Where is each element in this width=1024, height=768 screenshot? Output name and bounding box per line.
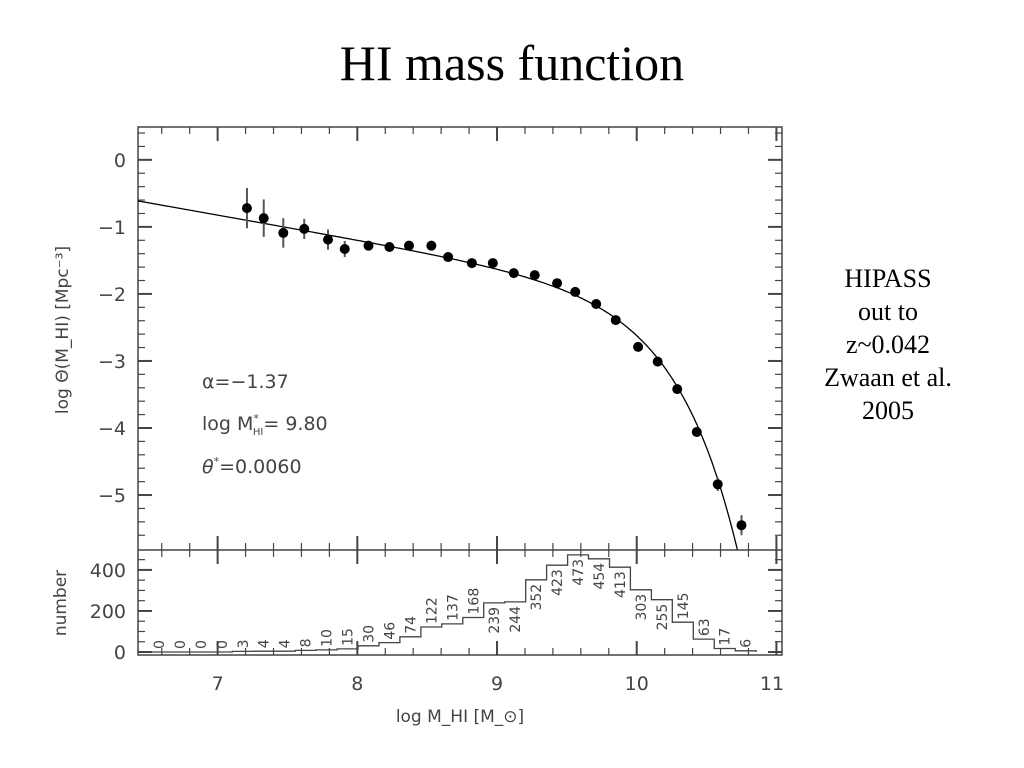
theta-symbol: θ <box>202 456 214 478</box>
plot-frame <box>137 126 783 656</box>
histogram-bin-label: 30 <box>362 625 378 643</box>
y-tick-label-lower: 0 <box>114 642 126 664</box>
histogram-bin-label: 423 <box>550 569 566 596</box>
data-point <box>736 520 747 531</box>
fit-alpha-label: α=−1.37 <box>202 371 289 393</box>
histogram-bin-label: 0 <box>173 640 189 649</box>
histogram-bin-label: 168 <box>466 588 482 615</box>
histogram-bin-label: 239 <box>487 607 503 634</box>
side-note-line: 2005 <box>862 396 914 425</box>
histogram-bin-label: 0 <box>152 640 168 649</box>
fit-curve-group <box>137 200 738 550</box>
data-point <box>299 223 310 234</box>
mstar-prefix: log M <box>202 413 253 435</box>
data-point <box>508 268 519 279</box>
histogram-bin-label: 454 <box>592 563 608 590</box>
y-tick-label-lower: 400 <box>90 560 126 582</box>
fit-mstar-label: log M* HI= 9.80 <box>202 412 328 438</box>
x-tick-label: 10 <box>625 673 649 695</box>
x-tick-label: 9 <box>491 673 503 695</box>
data-point <box>258 213 269 224</box>
data-point <box>404 240 415 251</box>
mstar-sup: * <box>253 412 259 425</box>
side-note-line: z~0.042 <box>845 330 931 359</box>
data-point <box>443 252 454 263</box>
y-tick-label: 0 <box>114 150 126 172</box>
histogram-bin-label: 4 <box>257 639 273 648</box>
histogram-bin-label: 74 <box>403 616 419 634</box>
histogram-bin-label: 10 <box>320 629 336 647</box>
histogram-bin-label: 3 <box>236 639 252 648</box>
histogram-bin-label: 137 <box>445 594 461 621</box>
mstar-sub: HI <box>253 427 263 438</box>
theta-sup: * <box>214 455 220 468</box>
y-axis-label-upper: log Θ(M_HI) [Mpc⁻³] <box>53 246 73 414</box>
histogram-bin-label: 255 <box>655 604 671 631</box>
histogram-bin-label: 413 <box>613 571 629 598</box>
data-point <box>591 298 602 309</box>
data-point <box>278 227 289 238</box>
histogram-bin-label: 145 <box>676 592 692 619</box>
data-point <box>712 479 723 490</box>
histogram-bin-label: 473 <box>571 559 587 586</box>
y-tick-label: −2 <box>98 284 126 306</box>
data-points-group <box>241 188 747 536</box>
histogram-bin-label: 15 <box>341 628 357 646</box>
data-point <box>487 258 498 269</box>
histogram-bin-label: 0 <box>215 640 231 649</box>
side-note-line: HIPASS <box>844 264 932 293</box>
side-note-line: Zwaan et al. <box>824 363 952 392</box>
data-point <box>363 240 374 251</box>
histogram-bin-label: 63 <box>697 618 713 636</box>
histogram-bin-label: 0 <box>194 640 210 649</box>
y-tick-label: −4 <box>98 418 126 440</box>
y-tick-label-lower: 200 <box>90 601 126 623</box>
histogram-steps <box>138 554 757 653</box>
side-note-line: out to <box>858 297 918 326</box>
x-tick-label: 11 <box>760 673 784 695</box>
histogram-bin-label: 122 <box>424 597 440 624</box>
data-point <box>426 240 437 251</box>
data-point <box>466 258 477 269</box>
y-tick-label: −5 <box>98 485 126 507</box>
histogram-bin-label: 352 <box>529 584 545 611</box>
histogram-bin-label: 6 <box>739 639 755 648</box>
histogram-bin-label: 4 <box>278 639 294 648</box>
slide-title: HI mass function <box>339 35 685 91</box>
schechter-fit-curve <box>137 200 738 550</box>
data-point <box>691 427 702 438</box>
data-point <box>384 241 395 252</box>
data-point <box>633 341 644 352</box>
y-axis-label-lower: number <box>51 570 71 636</box>
mstar-value: = 9.80 <box>263 413 327 435</box>
histogram-bin-label: 303 <box>634 594 650 621</box>
histogram-bin-label: 17 <box>718 628 734 646</box>
histogram-bin-label: 46 <box>383 622 399 640</box>
x-axis-label: log M_HI [M_⊙] <box>396 707 524 727</box>
side-note: HIPASS out to z~0.042 Zwaan et al. 2005 <box>790 262 986 427</box>
data-point <box>610 315 621 326</box>
data-point <box>672 384 683 395</box>
data-point <box>552 278 563 289</box>
data-point <box>241 203 252 214</box>
data-point <box>322 234 333 245</box>
data-point <box>570 286 581 297</box>
histogram-bin-label: 8 <box>299 638 315 647</box>
y-tick-label: −1 <box>98 217 126 239</box>
x-tick-label: 7 <box>212 673 224 695</box>
y-tick-label: −3 <box>98 351 126 373</box>
fit-theta-label: θ*=0.0060 <box>202 455 302 478</box>
data-point <box>529 270 540 281</box>
data-point <box>652 356 663 367</box>
theta-value: =0.0060 <box>219 456 301 478</box>
data-point <box>339 244 350 255</box>
x-tick-label: 8 <box>351 673 363 695</box>
histogram-bin-label: 244 <box>508 606 524 633</box>
